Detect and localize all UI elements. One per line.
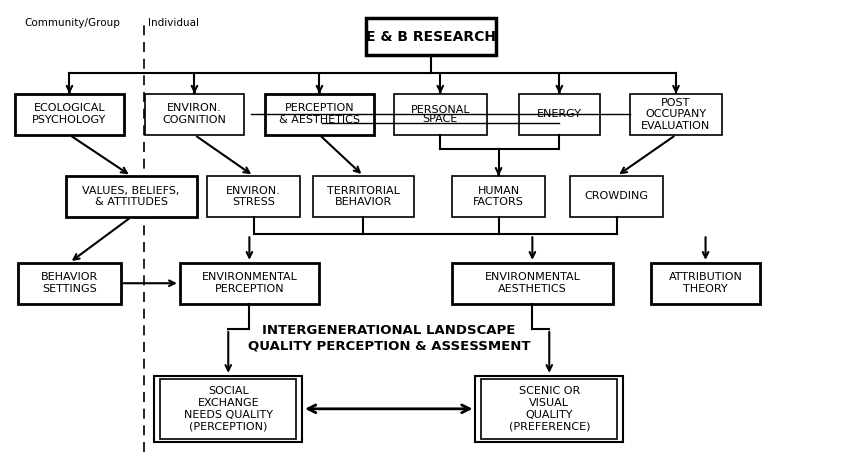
Text: ATTRIBUTION
THEORY: ATTRIBUTION THEORY [668,273,741,294]
Text: SPACE: SPACE [422,114,457,124]
Bar [179,263,319,304]
Bar [65,176,196,217]
Bar [570,176,663,217]
Text: SCENIC OR
VISUAL
QUALITY
(PREFERENCE): SCENIC OR VISUAL QUALITY (PREFERENCE) [508,386,589,431]
Bar [650,263,759,304]
Text: ENVIRONMENTAL
AESTHETICS: ENVIRONMENTAL AESTHETICS [484,273,579,294]
Text: ENVIRONMENTAL
PERCEPTION: ENVIRONMENTAL PERCEPTION [201,273,297,294]
Bar [393,94,486,135]
Bar [18,263,121,304]
Bar [518,94,599,135]
Bar [145,94,244,135]
Bar [160,379,296,439]
Bar [365,18,496,55]
Bar [480,379,616,439]
Text: Individual: Individual [148,18,199,28]
Text: POST
OCCUPANY
EVALUATION: POST OCCUPANY EVALUATION [641,98,709,131]
Text: CROWDING: CROWDING [584,192,648,201]
Bar [474,376,623,442]
Text: ENVIRON.
COGNITION: ENVIRON. COGNITION [163,103,226,125]
Bar [452,263,612,304]
Text: BEHAVIOR
SETTINGS: BEHAVIOR SETTINGS [40,273,98,294]
Text: TERRITORIAL
BEHAVIOR: TERRITORIAL BEHAVIOR [326,185,400,207]
Text: INTERGENERATIONAL LANDSCAPE
QUALITY PERCEPTION & ASSESSMENT: INTERGENERATIONAL LANDSCAPE QUALITY PERC… [247,324,530,352]
Text: ENVIRON.
STRESS: ENVIRON. STRESS [226,185,281,207]
Bar [451,176,544,217]
Text: PERSONAL: PERSONAL [410,105,469,115]
Bar [207,176,300,217]
Text: VALUES, BELIEFS,
& ATTITUDES: VALUES, BELIEFS, & ATTITUDES [83,185,180,207]
Bar [15,94,123,135]
Text: ENERGY: ENERGY [536,109,581,119]
Text: E & B RESEARCH: E & B RESEARCH [366,30,495,44]
Text: Community/Group: Community/Group [24,18,120,28]
Bar [629,94,722,135]
Bar [264,94,374,135]
Bar [154,376,302,442]
Text: SOCIAL
EXCHANGE
NEEDS QUALITY
(PERCEPTION): SOCIAL EXCHANGE NEEDS QUALITY (PERCEPTIO… [183,386,272,431]
Text: PERCEPTION
& AESTHETICS: PERCEPTION & AESTHETICS [279,103,360,125]
Text: ECOLOGICAL
PSYCHOLOGY: ECOLOGICAL PSYCHOLOGY [32,103,107,125]
Bar [313,176,413,217]
Text: HUMAN
FACTORS: HUMAN FACTORS [473,185,523,207]
